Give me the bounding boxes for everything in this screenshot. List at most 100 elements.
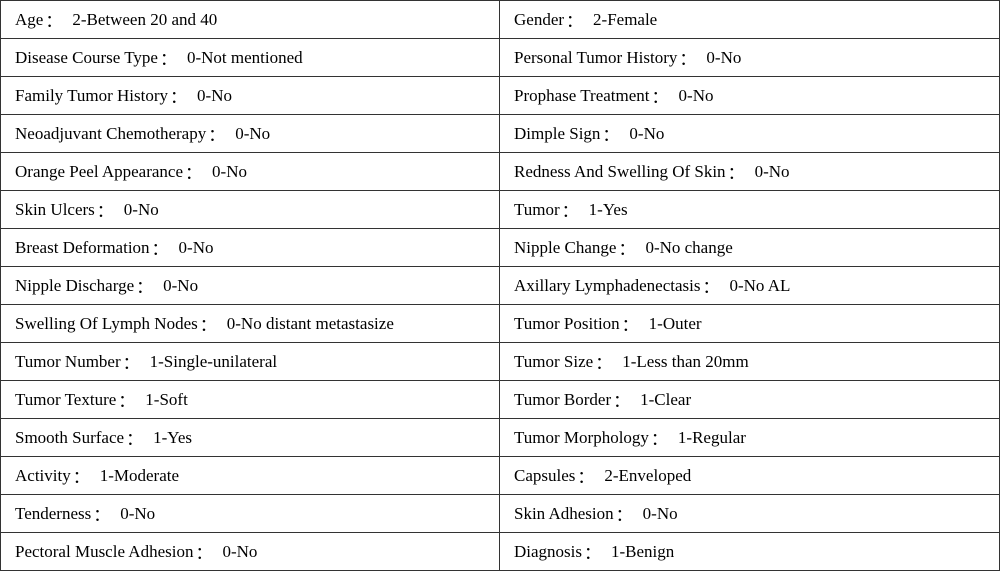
colon-separator: ： xyxy=(575,463,604,488)
cell-left: Orange Peel Appearance：0-No xyxy=(1,153,500,190)
cell-left: Tumor Number：1-Single-unilateral xyxy=(1,343,500,380)
field-value: 0-No xyxy=(212,162,247,182)
field-label: Tumor Size xyxy=(514,352,593,372)
field-value: 1-Clear xyxy=(640,390,691,410)
field-label: Orange Peel Appearance xyxy=(15,162,183,182)
field-label: Tumor Texture xyxy=(15,390,116,410)
field-value: 1-Less than 20mm xyxy=(622,352,749,372)
field-value: 2-Between 20 and 40 xyxy=(72,10,217,30)
cell-right: Tumor Size：1-Less than 20mm xyxy=(500,343,999,380)
cell-left: Breast Deformation：0-No xyxy=(1,229,500,266)
colon-separator: ： xyxy=(560,197,589,222)
field-value: 1-Benign xyxy=(611,542,674,562)
cell-left: Neoadjuvant Chemotherapy：0-No xyxy=(1,115,500,152)
field-value: 1-Soft xyxy=(145,390,188,410)
cell-right: Tumor：1-Yes xyxy=(500,191,999,228)
field-value: 2-Female xyxy=(593,10,657,30)
table-row: Orange Peel Appearance：0-NoRedness And S… xyxy=(1,153,999,191)
field-label: Age xyxy=(15,10,43,30)
medical-data-table: Age：2-Between 20 and 40Gender：2-FemaleDi… xyxy=(0,0,1000,571)
field-label: Disease Course Type xyxy=(15,48,158,68)
colon-separator: ： xyxy=(150,235,179,260)
colon-separator: ： xyxy=(593,349,622,374)
table-row: Tenderness：0-NoSkin Adhesion：0-No xyxy=(1,495,999,533)
colon-separator: ： xyxy=(600,121,629,146)
cell-right: Diagnosis：1-Benign xyxy=(500,533,999,570)
field-label: Skin Adhesion xyxy=(514,504,614,524)
colon-separator: ： xyxy=(193,539,222,564)
table-row: Pectoral Muscle Adhesion：0-NoDiagnosis：1… xyxy=(1,533,999,570)
field-value: 2-Enveloped xyxy=(604,466,691,486)
field-label: Activity xyxy=(15,466,71,486)
field-label: Personal Tumor History xyxy=(514,48,677,68)
colon-separator: ： xyxy=(116,387,145,412)
cell-right: Capsules：2-Enveloped xyxy=(500,457,999,494)
cell-right: Redness And Swelling Of Skin：0-No xyxy=(500,153,999,190)
field-label: Breast Deformation xyxy=(15,238,150,258)
field-value: 0-No xyxy=(163,276,198,296)
field-label: Nipple Change xyxy=(514,238,616,258)
field-label: Tumor Morphology xyxy=(514,428,649,448)
field-value: 0-No xyxy=(179,238,214,258)
colon-separator: ： xyxy=(614,501,643,526)
colon-separator: ： xyxy=(71,463,100,488)
colon-separator: ： xyxy=(124,425,153,450)
field-label: Tumor Position xyxy=(514,314,620,334)
table-row: Smooth Surface：1-Yes Tumor Morphology ： 1-R… xyxy=(1,419,999,457)
field-value: 0-No xyxy=(222,542,257,562)
table-row: Nipple Discharge：0-NoAxillary Lymphadene… xyxy=(1,267,999,305)
cell-right: Axillary Lymphadenectasis：0-No AL xyxy=(500,267,999,304)
cell-right: Dimple Sign：0-No xyxy=(500,115,999,152)
colon-separator: ： xyxy=(620,311,649,336)
field-value: 0-No AL xyxy=(729,276,790,296)
field-label: Redness And Swelling Of Skin xyxy=(514,162,726,182)
field-value: 0-No xyxy=(235,124,270,144)
cell-left: Nipple Discharge：0-No xyxy=(1,267,500,304)
field-label: Gender xyxy=(514,10,564,30)
field-label: Swelling Of Lymph Nodes xyxy=(15,314,198,334)
cell-right: Tumor Position：1-Outer xyxy=(500,305,999,342)
colon-separator: ： xyxy=(611,387,640,412)
cell-right: Prophase Treatment：0-No xyxy=(500,77,999,114)
field-label: Skin Ulcers xyxy=(15,200,95,220)
table-row: Activity：1-ModerateCapsules：2-Enveloped xyxy=(1,457,999,495)
table-row: Breast Deformation：0-NoNipple Change：0-N… xyxy=(1,229,999,267)
colon-separator: ： xyxy=(134,273,163,298)
field-value: 0-No distant metastasize xyxy=(227,314,394,334)
cell-left: Age：2-Between 20 and 40 xyxy=(1,1,500,38)
colon-separator: ： xyxy=(616,235,645,260)
field-label: Family Tumor History xyxy=(15,86,168,106)
field-label: Tumor Number xyxy=(15,352,121,372)
colon-separator: ： xyxy=(121,349,150,374)
field-label: Tenderness xyxy=(15,504,91,524)
field-value: 0-No xyxy=(755,162,790,182)
colon-separator: ： xyxy=(677,45,706,70)
colon-separator: ： xyxy=(43,7,72,32)
colon-separator: ： xyxy=(564,7,593,32)
field-value: 1-Yes xyxy=(153,428,192,448)
field-value: 0-No xyxy=(706,48,741,68)
cell-right: Gender：2-Female xyxy=(500,1,999,38)
colon-separator: ： xyxy=(198,311,227,336)
cell-right: Personal Tumor History：0-No xyxy=(500,39,999,76)
cell-left: Swelling Of Lymph Nodes：0-No distant met… xyxy=(1,305,500,342)
field-value: 1-Moderate xyxy=(100,466,179,486)
table-row: Skin Ulcers：0-NoTumor：1-Yes xyxy=(1,191,999,229)
colon-separator: ： xyxy=(95,197,124,222)
colon-separator: ： xyxy=(700,273,729,298)
table-row: Neoadjuvant Chemotherapy：0-NoDimple Sign… xyxy=(1,115,999,153)
cell-right: Skin Adhesion：0-No xyxy=(500,495,999,532)
table-row: Family Tumor History：0-NoProphase Treatm… xyxy=(1,77,999,115)
table-row: Disease Course Type ： 0-Not mentioned Perso… xyxy=(1,39,999,77)
table-row: Swelling Of Lymph Nodes：0-No distant met… xyxy=(1,305,999,343)
cell-right: Nipple Change：0-No change xyxy=(500,229,999,266)
cell-left: Smooth Surface：1-Yes xyxy=(1,419,500,456)
colon-separator: ： xyxy=(726,159,755,184)
colon-separator: ： xyxy=(168,83,197,108)
field-label: Prophase Treatment xyxy=(514,86,650,106)
field-value: 1-Single-unilateral xyxy=(150,352,277,372)
field-value: 1-Regular xyxy=(678,428,746,448)
field-value: 0-Not mentioned xyxy=(187,48,303,68)
colon-separator: ： xyxy=(183,159,212,184)
field-label: Nipple Discharge xyxy=(15,276,134,296)
